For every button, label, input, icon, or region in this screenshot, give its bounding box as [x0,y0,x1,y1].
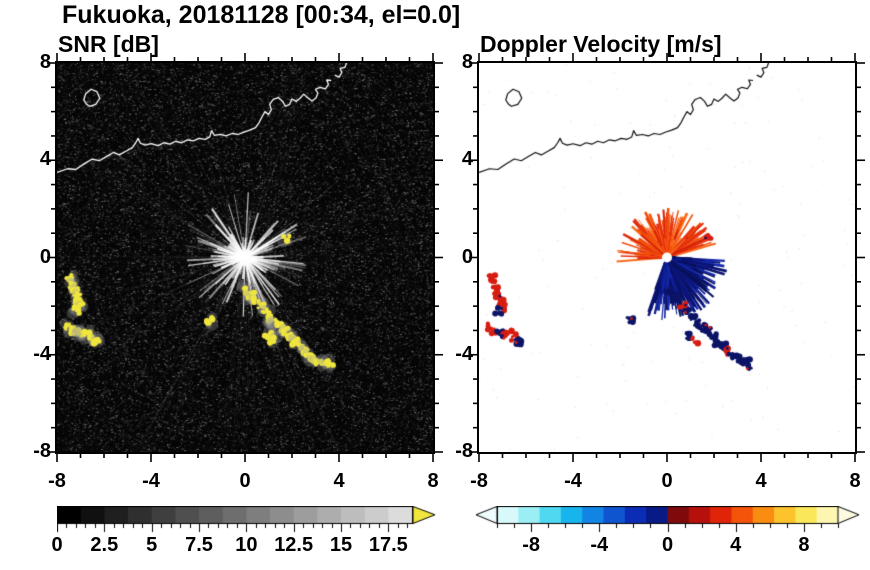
tick-label: 8 [39,51,51,73]
tick-label: 10 [235,534,258,556]
tick-label: -4 [455,342,473,365]
tick-label: 7.5 [185,534,213,556]
tick-label: 4 [461,148,473,171]
snr-radar-canvas [57,63,433,452]
snr-panel-title: SNR [dB] [58,31,159,57]
tick-label: 4 [333,470,345,492]
tick-label: -4 [142,470,160,492]
tick-label: 5 [146,534,158,556]
tick-label: -8 [455,440,473,462]
velocity-radar-canvas [479,63,855,452]
tick-label: -4 [33,342,51,365]
tick-label: 0 [239,470,251,492]
figure-title: Fukuoka, 20181128 [00:34, el=0.0] [62,1,461,29]
tick-label: 0 [51,534,63,556]
tick-label: 15 [329,534,353,556]
tick-label: -8 [33,440,51,462]
tick-label: 2.5 [90,534,119,556]
tick-label: -8 [48,470,66,492]
tick-label: 4 [755,470,767,492]
velocity-panel-title: Doppler Velocity [m/s] [480,31,722,57]
tick-label: -8 [522,534,540,556]
tick-label: -4 [564,470,582,492]
tick-label: -8 [470,470,488,492]
snr-map-panel [55,61,435,454]
tick-label: 17.5 [368,534,408,556]
tick-label: 0 [661,470,673,492]
tick-label: 0 [661,534,674,556]
tick-label: 12.5 [274,534,314,556]
tick-label: 8 [461,51,473,73]
tick-label: 8 [849,470,861,492]
tick-label: 4 [730,534,742,556]
velocity-map-panel [477,61,857,454]
tick-label: 8 [427,470,439,492]
snr-colorbar [57,506,437,533]
tick-label: 4 [39,148,51,171]
tick-label: 0 [461,245,473,268]
tick-label: 0 [39,245,51,268]
tick-label: -4 [590,534,609,556]
tick-label: 8 [798,534,810,556]
velocity-colorbar [475,506,861,533]
